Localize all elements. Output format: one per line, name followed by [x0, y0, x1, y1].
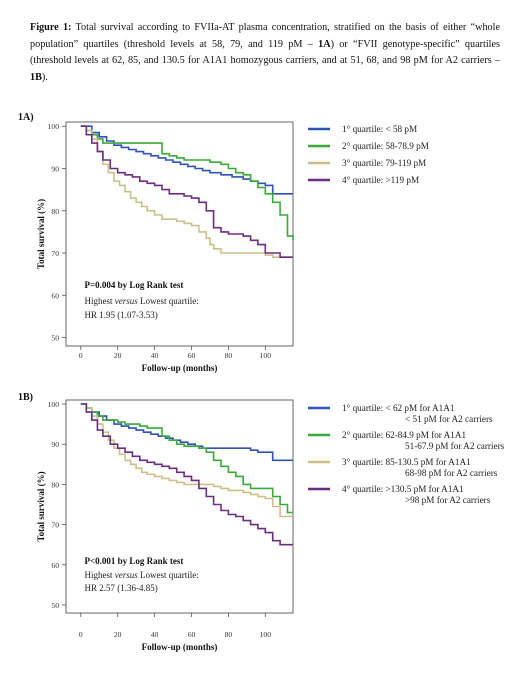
- survival-chart-1a: 1A) 50 60 70 80 90 100 0 20 40 60 80 100 Follow-up (m…: [18, 112, 429, 373]
- x-tick-label: 80: [225, 351, 233, 360]
- panel-label: 1B): [18, 392, 33, 403]
- y-axis-label: Total survival (%): [36, 471, 46, 541]
- y-tick-label: 100: [48, 122, 60, 131]
- y-tick-label: 70: [51, 249, 59, 258]
- legend-label-quartile-1: 1° quartile: < 62 pM for A1A1: [342, 403, 455, 413]
- legend-label-quartile-4: 4° quartile: >130.5 pM for A1A1: [342, 484, 464, 494]
- x-tick-label: 60: [188, 630, 196, 639]
- legend-label-quartile-1-line2: < 51 pM for A2 carriers: [405, 414, 493, 424]
- y-tick-label: 90: [51, 440, 59, 449]
- x-tick-label: 0: [79, 630, 83, 639]
- y-tick-label: 90: [51, 164, 59, 173]
- x-tick-label: 60: [188, 351, 196, 360]
- y-tick-label: 80: [51, 207, 59, 216]
- caption-ref-1b: 1B: [30, 71, 42, 83]
- x-tick-label: 40: [151, 351, 159, 360]
- y-tick-label: 50: [51, 601, 59, 610]
- y-tick-label: 60: [51, 291, 59, 300]
- y-tick-label: 80: [51, 480, 59, 489]
- x-tick-label: 100: [260, 630, 272, 639]
- log-rank-test-result: P=0.004 by Log Rank test: [84, 280, 183, 290]
- x-tick-label: 40: [151, 630, 159, 639]
- survival-curve-quartile-3: [80, 125, 293, 258]
- caption-text-2: ) or “FVII genotype-specific” quartiles …: [30, 38, 500, 67]
- hazard-ratio: HR 2.57 (1.36-4.85): [84, 583, 157, 593]
- legend-label-quartile-2-line2: 51-67.9 pM for A2 carriers: [405, 441, 505, 451]
- x-tick-label: 20: [114, 351, 122, 360]
- survival-chart-1b: 1B) 50 60 70 80 90 100 0 20 40 60 80 100 Follow-up (m…: [18, 392, 505, 652]
- survival-curve-quartile-2: [80, 403, 293, 514]
- y-tick-label: 70: [51, 521, 59, 530]
- legend-label-quartile-3-line2: 68-98 pM for A2 carriers: [405, 468, 498, 478]
- legend-label-quartile-1: 1° quartile: < 58 pM: [342, 124, 417, 134]
- panel-label: 1A): [18, 112, 34, 123]
- survival-curve-quartile-1: [80, 403, 293, 462]
- y-tick-label: 50: [51, 334, 59, 343]
- legend-label-quartile-4-line2: >98 pM for A2 carriers: [405, 495, 491, 505]
- comparison-note: Highest versus Lowest quartile:: [84, 570, 198, 580]
- survival-curve-quartile-3: [80, 403, 293, 518]
- legend-label-quartile-2: 2° quartile: 58-78.9 pM: [342, 141, 429, 151]
- legend-label-quartile-2: 2° quartile: 62-84.9 pM for A1A1: [342, 430, 467, 440]
- y-tick-label: 100: [48, 400, 60, 409]
- log-rank-test-result: P<0.001 by Log Rank test: [84, 556, 183, 566]
- y-axis-label: Total survival (%): [36, 199, 46, 269]
- legend-label-quartile-4: 4° quartile: >119 pM: [342, 175, 419, 185]
- plot-frame: [65, 399, 294, 614]
- x-axis-label: Follow-up (months): [142, 363, 218, 373]
- figure-caption: Figure 1: Total survival according to FV…: [30, 20, 500, 86]
- survival-curve-quartile-4: [80, 403, 293, 546]
- legend-label-quartile-3: 3° quartile: 85-130.5 pM for A1A1: [342, 457, 471, 467]
- y-tick-label: 60: [51, 561, 59, 570]
- x-tick-label: 80: [225, 630, 233, 639]
- x-tick-label: 100: [260, 351, 272, 360]
- hazard-ratio: HR 1.95 (1.07-3.53): [84, 310, 157, 320]
- caption-text-3: ).: [41, 71, 48, 83]
- plot-frame: [65, 121, 294, 347]
- comparison-note: Highest versus Lowest quartile:: [84, 296, 198, 306]
- caption-text-1: Total survival according to FVIIa-AT pla…: [30, 22, 500, 50]
- survival-curve-quartile-2: [80, 125, 294, 241]
- survival-curve-quartile-4: [80, 125, 293, 258]
- x-tick-label: 0: [79, 351, 83, 360]
- x-axis-label: Follow-up (months): [142, 642, 218, 652]
- legend-label-quartile-3: 3° quartile: 79-119 pM: [342, 158, 426, 168]
- x-tick-label: 20: [114, 630, 122, 639]
- figure-label: Figure 1:: [30, 22, 72, 33]
- caption-ref-1a: 1A: [318, 38, 331, 50]
